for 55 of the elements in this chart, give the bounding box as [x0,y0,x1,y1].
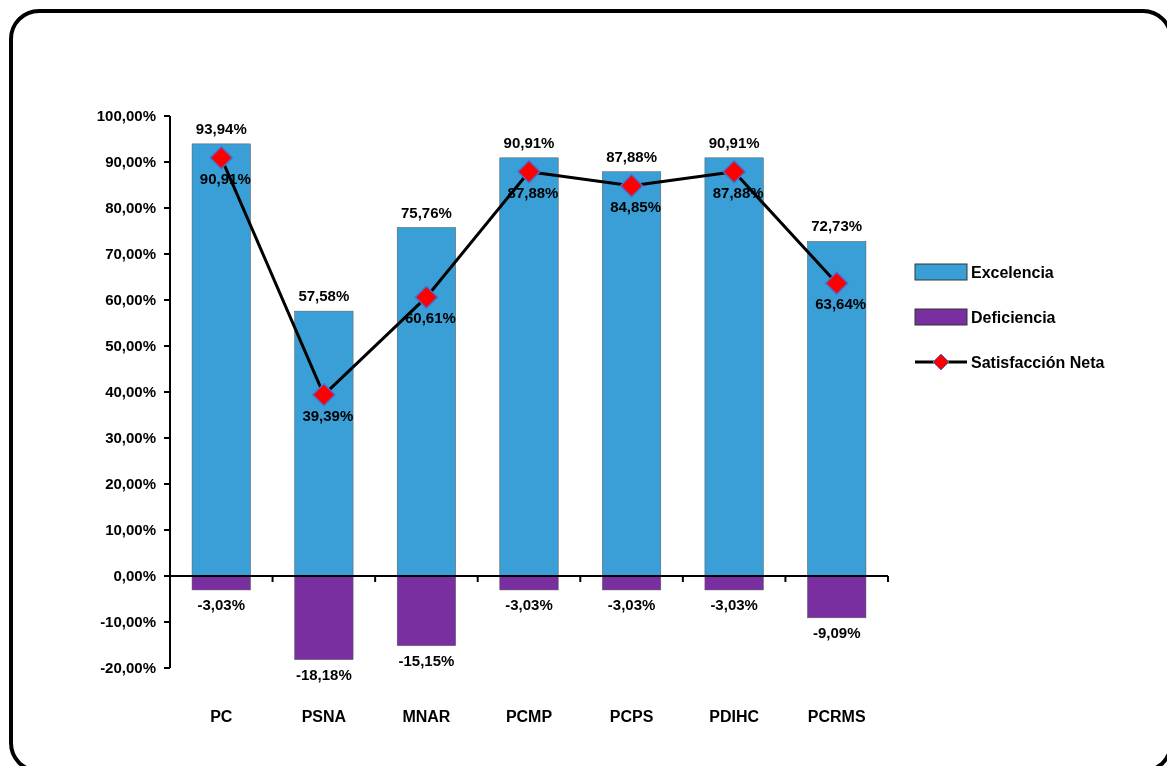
y-tick-label: 60,00% [105,291,156,308]
data-label: 90,91% [708,133,760,151]
x-tick-label: MNAR [402,708,451,725]
bar [807,575,867,619]
y-tick-label: 90,00% [105,153,156,170]
x-tick-label: PCRMS [807,708,866,725]
x-tick-label: PDIHC [709,708,760,725]
y-tick-label: -10,00% [100,613,156,630]
x-tick-label: PCPS [609,708,654,725]
bar [499,575,559,591]
bar [499,157,559,577]
data-label: 63,64% [815,295,867,313]
data-label: 75,76% [400,203,452,221]
bar [396,575,456,646]
data-label: 72,73% [811,217,863,235]
data-label: 60,61% [404,309,456,327]
bar [704,157,764,577]
y-tick-label: 100,00% [96,107,156,124]
y-tick-label: 50,00% [105,337,156,354]
data-label: 84,85% [610,197,662,215]
data-label: -3,03% [505,595,553,613]
data-label: 90,91% [503,133,555,151]
y-tick-label: -20,00% [100,659,156,676]
bar [704,575,764,591]
bar [294,575,354,660]
data-label: 87,88% [606,147,658,165]
y-tick-label: 10,00% [105,521,156,538]
bar [602,171,662,577]
x-tick-label: PCMP [505,708,553,725]
x-tick-label: PSNA [301,708,347,725]
legend-label: Excelencia [971,264,1054,281]
data-label: -9,09% [812,623,861,641]
data-label: -18,18% [295,665,352,683]
bar [396,227,456,577]
y-tick-label: 20,00% [105,475,156,492]
data-label: -3,03% [607,595,656,613]
x-tick-label: PC [210,708,233,725]
bar [807,241,867,577]
y-tick-label: 70,00% [105,245,156,262]
y-tick-label: 40,00% [105,383,156,400]
y-tick-label: 80,00% [105,199,156,216]
data-label: 39,39% [302,406,354,424]
data-label: -3,03% [710,595,758,613]
legend-label: Satisfacción Neta [971,354,1105,371]
data-label: 93,94% [195,119,247,137]
bar [294,310,354,577]
data-label: 57,58% [298,287,350,305]
data-label: -15,15% [398,651,455,669]
bar [191,575,251,591]
bar [602,575,662,591]
bar [191,143,251,577]
legend-label: Deficiencia [971,309,1056,326]
data-label: -3,03% [197,595,246,613]
y-tick-label: 30,00% [105,429,156,446]
y-tick-label: 0,00% [113,567,156,584]
